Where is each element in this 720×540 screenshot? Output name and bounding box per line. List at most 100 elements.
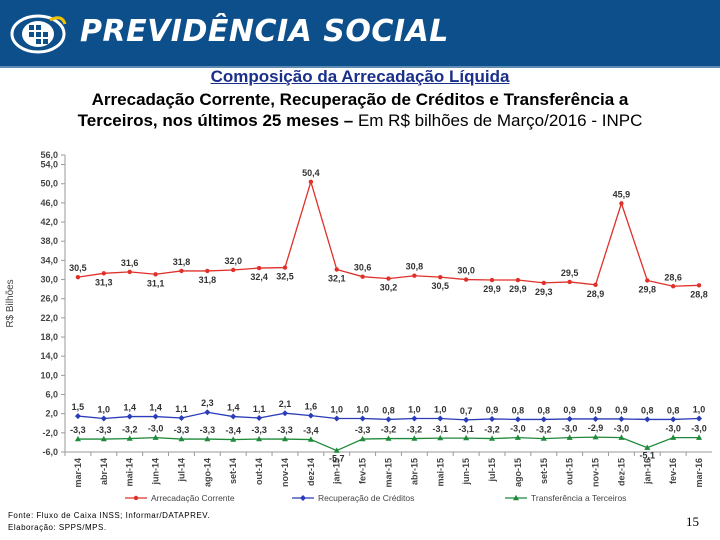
data-label-transferencia: -3,2 bbox=[536, 425, 552, 435]
point-recuperacao bbox=[489, 415, 496, 422]
data-label-corrente: 50,4 bbox=[302, 168, 320, 178]
data-label-corrente: 32,1 bbox=[328, 273, 346, 283]
point-transferencia bbox=[644, 444, 651, 450]
point-recuperacao bbox=[385, 416, 392, 423]
data-label-corrente: 29,3 bbox=[535, 287, 553, 297]
point-recuperacao bbox=[540, 416, 547, 423]
elaboration-note: Elaboração: SPPS/MPS. bbox=[8, 523, 107, 532]
data-label-transferencia: -3,3 bbox=[355, 425, 371, 435]
data-label-recuperacao: 1,5 bbox=[72, 402, 85, 412]
legend-label-corrente: Arrecadação Corrente bbox=[151, 493, 235, 503]
legend-label-transferencia: Transferência a Terceiros bbox=[531, 493, 626, 503]
data-label-recuperacao: 1,4 bbox=[123, 403, 136, 413]
data-label-transferencia: -5,1 bbox=[640, 451, 656, 461]
y-tick-label: 6,0 bbox=[45, 390, 58, 400]
point-transferencia bbox=[592, 433, 599, 440]
data-label-recuperacao: 0,8 bbox=[641, 405, 654, 415]
y-tick-label: 42,0 bbox=[40, 217, 58, 227]
point-transferencia bbox=[74, 435, 81, 442]
slide-subtitle-line1: Arrecadação Corrente, Recuperação de Cré… bbox=[91, 90, 629, 109]
point-recuperacao bbox=[204, 409, 211, 416]
data-label-recuperacao: 2,1 bbox=[279, 399, 292, 409]
data-label-corrente: 29,5 bbox=[561, 268, 579, 278]
header-divider bbox=[0, 66, 720, 69]
y-tick-label: 30,0 bbox=[40, 275, 58, 285]
x-tick-label: mar-14 bbox=[73, 458, 83, 488]
data-label-transferencia: -3,4 bbox=[225, 426, 241, 436]
brand-title: PREVIDÊNCIA SOCIAL bbox=[80, 14, 449, 49]
data-label-corrente: 31,8 bbox=[173, 257, 191, 267]
point-corrente bbox=[541, 280, 546, 286]
x-tick-label: jul-15 bbox=[487, 458, 497, 483]
data-label-transferencia: -3,2 bbox=[407, 425, 423, 435]
data-label-corrente: 28,6 bbox=[664, 272, 682, 282]
source-note: Fonte: Fluxo de Caixa INSS; Informar/DAT… bbox=[8, 511, 211, 520]
point-recuperacao bbox=[437, 415, 444, 422]
data-label-recuperacao: 1,0 bbox=[98, 404, 111, 414]
point-corrente bbox=[593, 282, 598, 288]
point-transferencia bbox=[514, 434, 521, 440]
y-tick-label: 50,0 bbox=[40, 179, 58, 189]
slide-subtitle-line2: Terceiros, nos últimos 25 meses – Em R$ … bbox=[0, 111, 720, 131]
point-corrente bbox=[696, 283, 702, 288]
point-transferencia bbox=[333, 447, 340, 453]
point-transferencia bbox=[307, 436, 314, 442]
data-label-corrente: 30,5 bbox=[431, 281, 449, 291]
y-tick-label: -6,0 bbox=[42, 447, 58, 457]
arrecadacao-line-chart: 56,054,0 50,0 46,0 42,0 38,0 34,0 30,0 26,0 22,0… bbox=[5, 150, 712, 503]
point-transferencia bbox=[204, 435, 211, 442]
data-label-corrente: 28,8 bbox=[690, 289, 708, 299]
point-corrente bbox=[153, 272, 158, 277]
slide-title: Composição da Arrecadação Líquida bbox=[210, 67, 510, 86]
page-number: 15 bbox=[686, 514, 699, 529]
x-tick-label: ago-15 bbox=[513, 458, 523, 487]
y-tick-label: 54,0 bbox=[40, 160, 58, 170]
point-transferencia bbox=[489, 435, 496, 441]
point-corrente bbox=[179, 268, 184, 274]
point-recuperacao bbox=[74, 413, 81, 420]
data-label-corrente: 32,0 bbox=[224, 256, 242, 266]
data-label-recuperacao: 1,4 bbox=[149, 403, 162, 413]
point-corrente bbox=[386, 276, 391, 281]
data-label-corrente: 32,4 bbox=[250, 272, 268, 282]
data-label-transferencia: -3,2 bbox=[381, 425, 397, 435]
point-recuperacao bbox=[670, 416, 677, 423]
y-tick-label: 22,0 bbox=[40, 313, 58, 323]
point-transferencia bbox=[566, 434, 573, 440]
point-recuperacao bbox=[696, 415, 703, 422]
series-line-corrente bbox=[77, 179, 700, 287]
data-label-corrente: 30,5 bbox=[69, 263, 87, 273]
data-label-recuperacao: 1,1 bbox=[253, 404, 266, 414]
data-label-transferencia: -3,0 bbox=[665, 424, 681, 434]
x-tick-label: dez-15 bbox=[616, 458, 626, 486]
data-label-recuperacao: 1,1 bbox=[175, 404, 188, 414]
data-label-transferencia: -3,3 bbox=[251, 425, 267, 435]
data-label-corrente: 31,6 bbox=[121, 258, 139, 268]
data-label-recuperacao: 0,8 bbox=[667, 405, 680, 415]
point-recuperacao bbox=[359, 415, 366, 422]
point-corrente bbox=[205, 268, 210, 274]
data-label-corrente: 30,6 bbox=[354, 263, 372, 273]
y-tick-label: 10,0 bbox=[40, 370, 58, 380]
y-tick-label: 18,0 bbox=[40, 332, 58, 342]
data-label-recuperacao: 0,9 bbox=[486, 405, 499, 415]
x-tick-label: fev-15 bbox=[358, 458, 368, 484]
x-tick-label: set-14 bbox=[228, 458, 238, 484]
point-corrente bbox=[308, 179, 314, 185]
point-transferencia bbox=[411, 435, 418, 441]
data-label-transferencia: -3,0 bbox=[562, 424, 578, 434]
data-label-transferencia: -3,0 bbox=[614, 424, 630, 434]
point-transferencia bbox=[178, 435, 185, 442]
data-label-transferencia: -3,1 bbox=[433, 424, 449, 434]
data-label-recuperacao: 0,8 bbox=[382, 405, 395, 415]
point-recuperacao bbox=[592, 415, 599, 422]
data-label-corrente: 32,5 bbox=[276, 272, 294, 282]
data-label-transferencia: -3,0 bbox=[691, 424, 707, 434]
point-recuperacao bbox=[514, 416, 521, 423]
legend-marker-corrente bbox=[133, 495, 139, 501]
x-tick-label: mar-15 bbox=[384, 458, 394, 488]
point-recuperacao bbox=[152, 413, 159, 420]
point-transferencia bbox=[126, 435, 133, 441]
point-corrente bbox=[231, 267, 236, 273]
point-recuperacao bbox=[463, 416, 470, 423]
